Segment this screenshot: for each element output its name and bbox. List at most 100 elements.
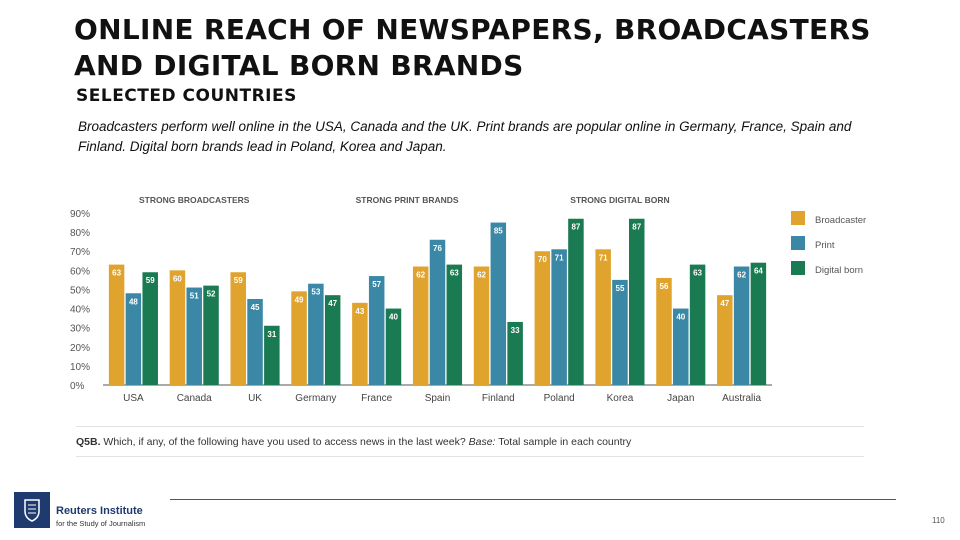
x-tick-label: UK: [248, 393, 262, 404]
bar: [629, 218, 645, 385]
logo-name: Reuters Institute: [56, 505, 143, 517]
bar-value-label: 87: [571, 223, 580, 232]
bar: [230, 272, 246, 385]
bar-value-label: 57: [372, 280, 381, 289]
bar: [656, 277, 672, 385]
question-code: Q5B.: [76, 436, 101, 448]
bar: [568, 218, 584, 385]
bar-value-label: 51: [190, 292, 199, 301]
y-tick-label: 20%: [70, 343, 90, 354]
x-tick-label: Korea: [607, 393, 634, 404]
base-text: Total sample in each country: [495, 436, 632, 448]
bar-value-label: 40: [389, 313, 398, 322]
bar: [247, 299, 263, 385]
bar: [291, 291, 307, 385]
bar: [108, 264, 125, 385]
bar-value-label: 62: [737, 271, 746, 280]
bar-chart: 0% 10% 20% 30% 40% 50% 60% 70% 80% 90% 63 48 59 USA 60…: [70, 195, 866, 404]
bar: [352, 302, 368, 385]
bar-value-label: 63: [693, 269, 702, 278]
bar-value-label: 63: [450, 269, 459, 278]
bar: [473, 266, 490, 385]
divider: [76, 426, 864, 427]
y-tick-label: 80%: [70, 228, 90, 239]
bar: [385, 308, 402, 385]
group-label: STRONG BROADCASTERS: [139, 195, 250, 205]
group-label: STRONG DIGITAL BORN: [570, 195, 669, 205]
bar: [264, 325, 280, 385]
bar-value-label: 52: [207, 290, 216, 299]
bar: [595, 249, 611, 385]
bar-value-label: 48: [129, 297, 138, 306]
bar: [673, 308, 689, 385]
x-tick-label: Germany: [295, 393, 336, 404]
y-tick-label: 40%: [70, 305, 90, 316]
y-tick-label: 60%: [70, 266, 90, 277]
y-tick-label: 0%: [70, 381, 85, 392]
divider: [76, 456, 864, 457]
question-text: Which, if any, of the following have you…: [100, 436, 469, 448]
bar-value-label: 45: [251, 303, 260, 312]
bar-value-label: 55: [616, 284, 625, 293]
oxford-crest-icon: [14, 492, 50, 528]
bar: [308, 283, 324, 385]
survey-question: Q5B. Which, if any, of the following hav…: [76, 436, 631, 448]
page-number: 110: [932, 516, 945, 525]
bar-value-label: 76: [433, 244, 442, 253]
base-label: Base:: [468, 436, 496, 448]
bar-value-label: 60: [173, 274, 182, 283]
legend-swatch: [791, 236, 805, 250]
bar: [412, 266, 429, 385]
bar-value-label: 71: [555, 253, 564, 262]
x-tick-label: Poland: [544, 393, 575, 404]
bar: [203, 285, 219, 385]
bar-value-label: 53: [311, 288, 320, 297]
bar-value-label: 70: [538, 255, 547, 264]
x-tick-label: Spain: [425, 393, 451, 404]
bar-value-label: 62: [416, 271, 425, 280]
bar: [612, 279, 628, 385]
y-tick-label: 30%: [70, 324, 90, 335]
bar-value-label: 33: [511, 326, 520, 335]
legend-swatch: [791, 261, 805, 275]
bar: [717, 295, 733, 385]
x-tick-label: USA: [123, 393, 144, 404]
bar: [534, 251, 551, 385]
slide-title: ONLINE REACH OF NEWSPAPERS, BROADCASTERS…: [74, 13, 871, 82]
bar: [169, 270, 186, 385]
bar: [551, 249, 567, 385]
logo-subtitle: for the Study of Journalism: [56, 519, 146, 528]
slide-subtitle: SELECTED COUNTRIES: [76, 86, 297, 106]
y-tick-label: 90%: [70, 209, 90, 220]
bar-value-label: 43: [355, 307, 364, 316]
x-tick-label: Canada: [177, 393, 212, 404]
x-tick-label: Finland: [482, 393, 515, 404]
bar-value-label: 56: [660, 282, 669, 291]
legend-label: Broadcaster: [815, 215, 866, 226]
bar: [368, 276, 385, 385]
bar-value-label: 59: [146, 276, 155, 285]
bar: [186, 287, 202, 385]
legend-swatch: [791, 211, 805, 225]
x-tick-label: Japan: [667, 393, 694, 404]
x-tick-label: France: [361, 393, 393, 404]
legend-label: Digital born: [815, 265, 863, 276]
bar: [142, 272, 158, 385]
bar: [446, 264, 463, 385]
bar-value-label: 59: [234, 276, 243, 285]
y-tick-label: 50%: [70, 285, 90, 296]
x-tick-label: Australia: [722, 393, 761, 404]
bar-value-label: 47: [720, 299, 729, 308]
slide-description: Broadcasters perform well online in the …: [78, 119, 852, 154]
bar-value-label: 40: [676, 313, 685, 322]
bar-value-label: 49: [295, 295, 304, 304]
bar-value-label: 31: [267, 330, 276, 339]
institute-logo: Reuters Institute for the Study of Journ…: [56, 505, 145, 528]
footer-divider: [170, 499, 896, 500]
y-tick-label: 70%: [70, 247, 90, 258]
bar: [689, 264, 706, 385]
bar: [507, 321, 523, 385]
y-tick-label: 10%: [70, 362, 90, 373]
bar: [429, 239, 446, 385]
legend-label: Print: [815, 240, 835, 251]
